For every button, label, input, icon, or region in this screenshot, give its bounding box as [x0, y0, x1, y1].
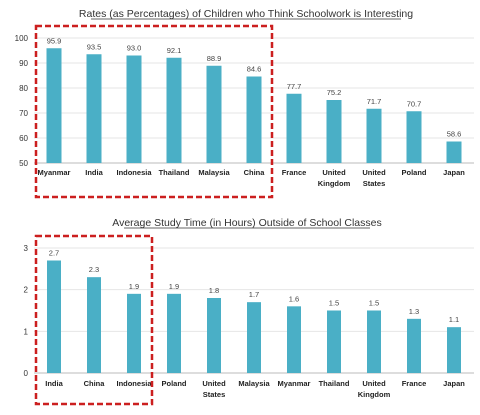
chart-2-value-label: 1.8 [209, 286, 219, 295]
chart-2-value-label: 2.7 [49, 249, 59, 258]
chart-1-value-label: 75.2 [327, 88, 342, 97]
chart-1-category-label: Myanmar [38, 168, 71, 177]
chart-2-bar [167, 293, 181, 373]
chart-2-bar [367, 310, 381, 373]
chart-1-ytick-label: 50 [19, 159, 28, 168]
chart-2-highlight-box [34, 234, 154, 406]
chart-2-value-label: 2.3 [89, 265, 99, 274]
chart-1-category-label: United States [362, 168, 386, 188]
chart-1-title: Rates (as Percentages) of Children who T… [79, 8, 413, 20]
chart-1-value-label: 93.0 [127, 44, 142, 53]
chart-2-value-label: 1.9 [129, 282, 139, 291]
chart-1-value-label: 93.5 [87, 42, 102, 51]
chart-1-category-label: Indonesia [116, 168, 152, 177]
chart-2-bar [87, 277, 101, 373]
chart-2-category-label: Japan [443, 379, 465, 388]
chart-2-value-label: 1.5 [369, 299, 379, 308]
chart-1-value-label: 84.6 [247, 65, 262, 74]
chart-1-ytick-label: 60 [19, 134, 28, 143]
chart-1-category-label: Poland [401, 168, 426, 177]
chart-2-value-label: 1.6 [289, 294, 299, 303]
chart-2-bar [207, 298, 221, 373]
chart-2-category-label: United States [202, 379, 226, 399]
chart-1-value-label: 58.6 [447, 130, 462, 139]
chart-2-category-label: United Kingdom [358, 379, 391, 399]
chart-2-value-label: 1.9 [169, 282, 179, 291]
chart-1-bar [126, 55, 142, 163]
chart-1-value-label: 88.9 [207, 54, 222, 63]
chart-1-category-label: Thailand [159, 168, 190, 177]
chart-2-category-label: France [402, 379, 427, 388]
chart-2-value-label: 1.1 [449, 315, 459, 324]
chart-1-value-label: 71.7 [367, 97, 382, 106]
chart-1-category-label: India [85, 168, 103, 177]
chart-1-bar [286, 93, 302, 163]
chart-2-category-label: India [45, 379, 63, 388]
chart-2-title: Average Study Time (in Hours) Outside of… [112, 217, 381, 229]
chart-1-ytick-label: 100 [15, 34, 29, 43]
chart-2-category-label: China [84, 379, 106, 388]
chart-2-category-label: Indonesia [116, 379, 152, 388]
chart-2-category-label: Thailand [319, 379, 350, 388]
chart-2-value-label: 1.3 [409, 307, 419, 316]
chart-2-bar [447, 327, 461, 373]
chart-2-value-label: 1.7 [249, 290, 259, 299]
chart-2-bar [247, 302, 261, 373]
chart-1-bar [406, 111, 422, 163]
chart-2-bar [127, 293, 141, 373]
chart-2-ytick-label: 2 [24, 286, 29, 295]
chart-2-bar [47, 260, 61, 373]
chart-1-bar [206, 65, 222, 163]
chart-1-bar [246, 76, 262, 163]
chart-1-bar [326, 100, 342, 163]
chart-1-category-label: China [244, 168, 266, 177]
chart-2-bar [287, 306, 301, 373]
chart-2-ytick-label: 3 [24, 244, 29, 253]
chart-2-category-label: Poland [161, 379, 186, 388]
chart-1-category-label: Malaysia [198, 168, 230, 177]
chart-2-category-label: Malaysia [238, 379, 270, 388]
chart-1-value-label: 77.7 [287, 82, 302, 91]
chart-1-bar [46, 48, 62, 163]
chart-2-category-label: Myanmar [278, 379, 311, 388]
chart-1-value-label: 70.7 [407, 99, 422, 108]
chart-1-bar [86, 54, 102, 163]
chart-1-bar [166, 57, 182, 163]
chart-1-category-label: France [282, 168, 307, 177]
chart-1-ytick-label: 90 [19, 59, 28, 68]
chart-2-bar [327, 310, 341, 373]
chart-2-bar [407, 318, 421, 373]
chart-1-value-label: 92.1 [167, 46, 182, 55]
chart-1-bar [446, 141, 462, 163]
chart-1-ytick-label: 80 [19, 84, 28, 93]
chart-2-ytick-label: 0 [24, 369, 29, 378]
chart-2-ytick-label: 1 [24, 327, 29, 336]
chart-1-ytick-label: 70 [19, 109, 28, 118]
chart-1-category-label: United Kingdom [318, 168, 351, 188]
chart-1-bar [366, 108, 382, 163]
chart-1-highlight-box [34, 24, 274, 199]
chart-1-value-label: 95.9 [47, 36, 62, 45]
chart-2-value-label: 1.5 [329, 299, 339, 308]
chart-1-category-label: Japan [443, 168, 465, 177]
